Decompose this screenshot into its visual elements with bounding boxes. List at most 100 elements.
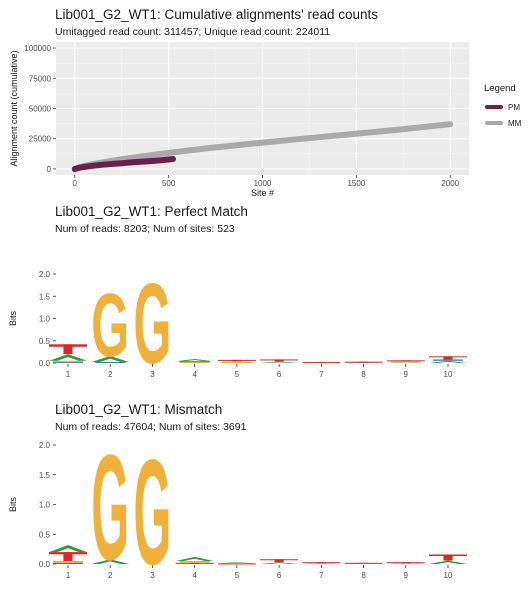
logo-letter-g: [390, 361, 421, 363]
logo-letter-a: [260, 361, 299, 363]
logo-letter-c: [52, 562, 84, 564]
chart-title: Lib001_G2_WT1: Mismatch: [55, 402, 223, 417]
y-tick-label: 1.0: [39, 501, 51, 510]
logo-letter-a: [49, 544, 87, 553]
logo-letter-g: [221, 362, 253, 363]
perfect-match-panel: Lib001_G2_WT1: Perfect Match Num of read…: [0, 200, 532, 400]
logo-letter-t-stem: [316, 562, 326, 564]
logo-letter-a: [91, 559, 130, 564]
x-tick-label: 1: [66, 571, 71, 580]
logo-letter-t-stem: [274, 559, 284, 563]
y-tick-label: 2.0: [39, 441, 51, 450]
x-tick-label: 8: [361, 571, 366, 580]
y-tick-label: 1.0: [39, 315, 51, 324]
x-tick-label: 1: [66, 370, 71, 379]
chart-title: Lib001_G2_WT1: Cumulative alignments' re…: [55, 7, 378, 22]
logo-letter-a: [386, 362, 425, 363]
x-tick-label: 1500: [347, 179, 365, 188]
logo-letter-c: [52, 362, 84, 363]
cumulative-panel: Lib001_G2_WT1: Cumulative alignments' re…: [0, 0, 532, 200]
logo-letter-c: [95, 362, 126, 363]
logo-letter-t-stem: [190, 562, 200, 564]
logo-letter-a: [175, 358, 214, 362]
y-tick-label: 0.5: [39, 337, 51, 346]
logo-letter-g: G: [91, 276, 129, 375]
logo-letter-a: [302, 563, 341, 564]
mismatch-logo: 0.0 0.5 1.0 1.5 2.0 Bits 1 2 3 4 5 6 7 8 9 10 G G: [8, 423, 467, 596]
logo-letter-t-stem: [443, 356, 453, 360]
x-axis-label: Site #: [251, 188, 274, 198]
logo-letter-t-stem: [232, 359, 242, 362]
x-tick-label: 10: [444, 571, 453, 580]
chart-subtitle: Umitagged read count: 311457; Unique rea…: [55, 26, 331, 38]
x-tick-label: 1000: [254, 179, 272, 188]
x-tick-label: 7: [319, 370, 324, 379]
logo-letter-g: [52, 360, 84, 363]
x-tick-label: 2000: [441, 179, 459, 188]
logo-letter-t-stem: [232, 563, 242, 565]
y-tick-label: 0.0: [39, 359, 51, 368]
y-tick-label: 100000: [24, 44, 51, 53]
chart-subtitle: Num of reads: 8203; Num of sites: 523: [55, 223, 235, 235]
y-tick-label: 0.0: [39, 560, 51, 569]
x-tick-label: 3: [150, 571, 155, 580]
logo-letter-a: [175, 556, 214, 562]
logo-letter-t-stem: [358, 562, 369, 564]
x-tick-label: 4: [192, 370, 197, 379]
legend-label-mm: MM: [508, 119, 522, 128]
logo-letter-a: [429, 360, 467, 363]
logo-letter-t-stem: [63, 552, 73, 562]
x-tick-label: 6: [277, 571, 282, 580]
logo-letter-a: [217, 562, 256, 564]
x-tick-label: 9: [404, 571, 409, 580]
x-tick-label: 9: [404, 370, 409, 379]
y-tick-label: 0: [47, 165, 52, 174]
logo-letter-t-stem: [401, 562, 411, 564]
logo-letter-g: G: [91, 423, 129, 591]
cumulative-chart: 0 500 1000 1500 2000 0 25000 50000 75000 100000 Si…: [9, 42, 522, 198]
y-tick-label: 25000: [29, 135, 52, 144]
logo-letter-g: G: [133, 259, 171, 388]
x-tick-label: 6: [277, 370, 282, 379]
y-axis-label: Alignment count (cumulative): [9, 50, 19, 166]
x-tick-label: 0: [73, 179, 78, 188]
series-line-pm: [71, 156, 176, 172]
logo-letter-a: [217, 361, 256, 363]
logo-letter-c: [432, 359, 464, 361]
y-tick-label: 1.5: [39, 292, 51, 301]
logo-letter-t-stem: [358, 361, 369, 363]
logo-letter-a: [49, 354, 87, 361]
logo-letter-g: [179, 362, 210, 363]
y-axis-label: Bits: [8, 311, 18, 327]
chart-title: Lib001_G2_WT1: Perfect Match: [55, 204, 248, 219]
y-tick-label: 0.5: [39, 530, 51, 539]
logo-letter-a: [386, 563, 425, 564]
logo-letter-a: [429, 560, 467, 564]
legend-title: Legend: [484, 83, 516, 94]
x-tick-label: 3: [150, 370, 155, 379]
logo-letter-c: [179, 361, 210, 363]
mismatch-panel: Lib001_G2_WT1: Mismatch Num of reads: 47…: [0, 400, 532, 600]
logo-letter-a: [344, 563, 383, 564]
x-tick-label: 5: [235, 370, 240, 379]
x-tick-label: 5: [235, 571, 240, 580]
y-tick-label: 50000: [29, 105, 52, 114]
x-tick-label: 10: [444, 370, 453, 379]
x-tick-label: 2: [108, 370, 113, 379]
logo-letter-t-stem: [401, 360, 411, 362]
x-tick-label: 7: [319, 571, 324, 580]
logo-letter-g: [179, 561, 210, 563]
logo-letter-g: G: [133, 428, 171, 596]
logo-letter-t-stem: [443, 554, 453, 561]
y-tick-label: 1.5: [39, 471, 51, 480]
logo-letter-t-stem: [274, 359, 284, 362]
chart-subtitle: Num of reads: 47604; Num of sites: 3691: [55, 421, 247, 433]
logo-letter-a: [91, 355, 130, 363]
logo-letter-t-stem: [316, 362, 326, 363]
y-tick-label: 2.0: [39, 270, 51, 279]
x-tick-label: 8: [361, 370, 366, 379]
x-tick-label: 4: [192, 571, 197, 580]
x-tick-label: 500: [162, 179, 176, 188]
logo-letter-a: [260, 562, 299, 564]
logo-letter-t-stem: [63, 344, 73, 355]
